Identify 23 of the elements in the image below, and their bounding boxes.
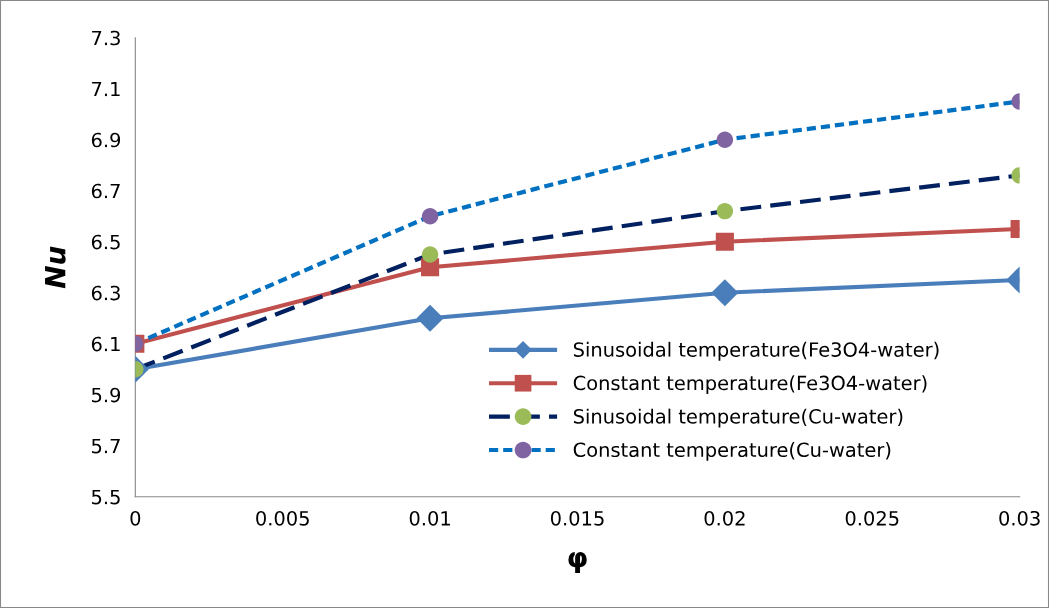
x-tick-label: 0.03 (999, 510, 1040, 526)
x-tick-label: 0.015 (550, 510, 604, 526)
y-axis-title: Nu (45, 246, 66, 289)
legend-label: Constant temperature(Cu-water) (573, 442, 891, 461)
x-axis-title: φ (568, 551, 587, 573)
y-tick-label: 6.1 (91, 336, 120, 352)
x-tick-label: 0 (130, 510, 141, 526)
y-tick-label: 7.3 (92, 30, 120, 46)
x-tick-label: 0.005 (256, 510, 309, 526)
legend-label: Constant temperature(Fe3O4-water) (573, 375, 927, 395)
y-tick-label: 6.9 (91, 132, 121, 148)
y-tick-label: 6.7 (91, 183, 120, 199)
y-tick-label: 7.1 (92, 81, 120, 97)
y-tick-label: 5.7 (92, 438, 120, 454)
x-tick-label: 0.02 (704, 510, 745, 526)
x-tick-label: 0.025 (845, 510, 899, 526)
y-tick-label: 5.9 (92, 387, 121, 403)
legend-label: Sinusoidal temperature(Fe3O4-water) (573, 341, 939, 361)
y-tick-label: 5.5 (92, 489, 120, 505)
y-tick-label: 6.3 (91, 285, 120, 301)
y-tick-label: 6.5 (91, 234, 120, 250)
x-tick-label: 0.01 (409, 510, 450, 526)
legend-label: Sinusoidal temperature(Cu-water) (573, 408, 903, 428)
